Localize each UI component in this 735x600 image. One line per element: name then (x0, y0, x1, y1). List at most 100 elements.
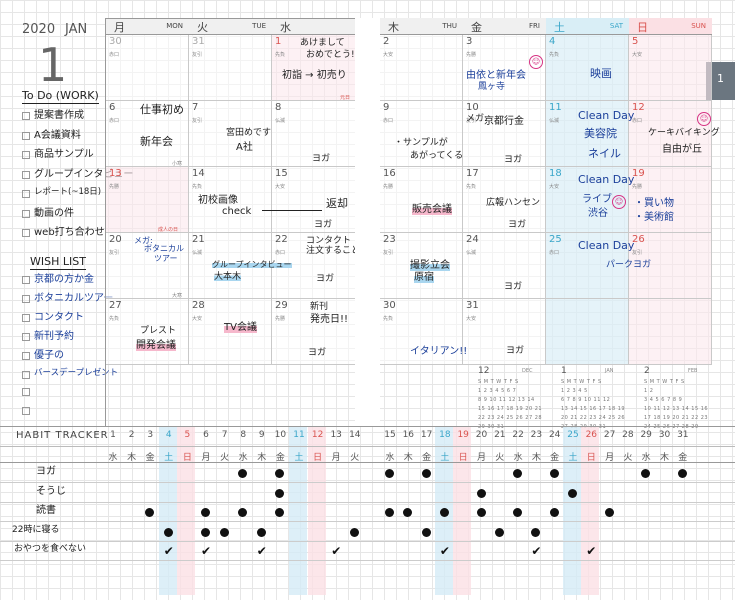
page-gutter (355, 18, 380, 426)
habit-mark-dot[interactable] (275, 488, 285, 498)
weekday-en: SAT (609, 22, 623, 30)
day-cell[interactable]: 4 先負 (546, 35, 629, 101)
weekday-jp: 日 (637, 21, 648, 34)
wish-checkbox[interactable] (22, 314, 30, 322)
habit-mark-dot[interactable] (275, 469, 285, 478)
day-cell[interactable]: 2 大安 (380, 35, 463, 101)
todo-checkbox[interactable] (22, 112, 30, 120)
day-cell[interactable]: 31 友引 (189, 35, 272, 101)
habit-day-of-week: 水 (385, 453, 395, 463)
habit-mark-dot[interactable] (476, 508, 486, 517)
empty-checkbox[interactable] (22, 407, 30, 415)
habit-mark-dot[interactable] (256, 527, 266, 537)
habit-mark-check[interactable]: ✔ (586, 544, 597, 558)
habit-mark-dot[interactable] (641, 469, 651, 478)
day-cell[interactable]: 19 先勝 (629, 167, 712, 233)
todo-checkbox[interactable] (22, 170, 30, 179)
day-cell[interactable]: 13 先勝 (106, 167, 189, 233)
todo-checkbox[interactable] (22, 229, 30, 237)
habit-mark-dot[interactable] (385, 508, 394, 517)
habit-mark-dot[interactable] (549, 469, 559, 478)
habit-mark-check[interactable]: ✔ (531, 544, 542, 558)
day-cell[interactable] (546, 299, 629, 365)
year-label: 2020 (22, 22, 56, 37)
weekday-en: TUE (252, 22, 266, 30)
note-d21: グループインタビュー (212, 260, 292, 270)
wish-checkbox[interactable] (22, 333, 30, 341)
day-cell[interactable]: 10 友引 (463, 101, 546, 167)
wish-checkbox[interactable] (22, 352, 30, 360)
habit-mark-dot[interactable] (145, 508, 155, 517)
note-d29b: 発売日!! (310, 314, 349, 325)
day-cell[interactable]: 7 友引 (189, 101, 272, 167)
habit-mark-dot[interactable] (421, 469, 431, 478)
day-cell[interactable]: 17 先負 (463, 167, 546, 233)
habit-mark-dot[interactable] (238, 508, 248, 517)
habit-mark-dot[interactable] (275, 508, 285, 517)
habit-mark-dot[interactable] (604, 508, 614, 517)
habit-mark-dot[interactable] (403, 508, 413, 517)
day-cell[interactable]: 20 友引 (106, 233, 189, 299)
day-cell[interactable]: 31 大安 (463, 299, 546, 365)
day-cell[interactable]: 30 赤口 (106, 35, 189, 101)
rokuyo-label: 赤口 (632, 118, 643, 124)
todo-checkbox[interactable] (22, 151, 30, 159)
habit-mark-dot[interactable] (163, 527, 173, 537)
habit-mark-dot[interactable] (385, 469, 394, 478)
todo-checkbox[interactable] (22, 131, 30, 140)
note-d19: ・買い物 (634, 198, 674, 209)
habit-mark-dot[interactable] (494, 527, 504, 537)
habit-mark-dot[interactable] (513, 508, 523, 517)
day-number: 27 (109, 300, 122, 311)
day-number: 22 (275, 234, 288, 245)
mini-cal-row: 17 18 19 20 21 22 23 (644, 415, 709, 421)
day-cell[interactable]: 11 仏滅 (546, 101, 629, 167)
habit-mark-check[interactable]: ✔ (439, 544, 450, 558)
day-cell[interactable]: 30 先負 (380, 299, 463, 365)
habit-mark-dot[interactable] (476, 488, 486, 498)
wish-checkbox[interactable] (22, 276, 30, 284)
habit-mark-dot[interactable] (349, 527, 359, 537)
wish-checkbox[interactable] (22, 295, 30, 303)
habit-mark-dot[interactable] (439, 508, 449, 517)
habit-mark-dot[interactable] (531, 527, 541, 537)
habit-day-of-week: 金 (145, 453, 155, 463)
habit-mark-dot[interactable] (238, 469, 248, 478)
todo-checkbox[interactable] (22, 190, 30, 198)
habit-day-number: 26 (585, 430, 598, 440)
day-cell[interactable]: 24 仏滅 (463, 233, 546, 299)
habit-mark-dot[interactable] (677, 469, 687, 478)
day-number: 24 (466, 234, 479, 245)
habit-mark-check[interactable]: ✔ (256, 544, 267, 558)
day-cell[interactable] (629, 299, 712, 365)
habit-mark-dot[interactable] (421, 527, 431, 537)
todo-checkbox[interactable] (22, 209, 30, 218)
habit-day-number: 9 (258, 430, 265, 440)
note-d17b: ヨガ (508, 220, 527, 230)
day-cell[interactable]: 16 先勝 (380, 167, 463, 233)
habit-mark-check[interactable]: ✔ (331, 544, 342, 558)
day-cell[interactable]: 26 友引 (629, 233, 712, 299)
day-cell[interactable]: 27 先負 (106, 299, 189, 365)
habit-mark-check[interactable]: ✔ (163, 544, 174, 558)
day-cell[interactable]: 25 赤口 (546, 233, 629, 299)
empty-checkbox[interactable] (22, 388, 30, 396)
note-d6: 仕事初め (140, 103, 184, 116)
day-cell[interactable]: 5 大安 (629, 35, 712, 101)
day-cell[interactable]: 6 赤口 (106, 101, 189, 167)
wish-item: バースデープレゼント (34, 368, 119, 378)
day-cell[interactable]: 14 先負 (189, 167, 272, 233)
holiday-label: 大寒 (172, 293, 183, 299)
habit-mark-check[interactable]: ✔ (201, 544, 212, 558)
day-cell[interactable]: 12 赤口 (629, 101, 712, 167)
habit-mark-dot[interactable] (219, 527, 229, 537)
habit-mark-dot[interactable] (549, 508, 559, 517)
todo-item: グループインタビュー (34, 168, 134, 180)
habit-mark-dot[interactable] (568, 488, 577, 498)
rokuyo-label: 大安 (466, 316, 477, 322)
habit-mark-dot[interactable] (513, 469, 523, 478)
habit-mark-dot[interactable] (201, 527, 210, 537)
wish-checkbox[interactable] (22, 371, 30, 379)
day-cell[interactable]: 9 赤口 (380, 101, 463, 167)
habit-mark-dot[interactable] (201, 508, 210, 517)
